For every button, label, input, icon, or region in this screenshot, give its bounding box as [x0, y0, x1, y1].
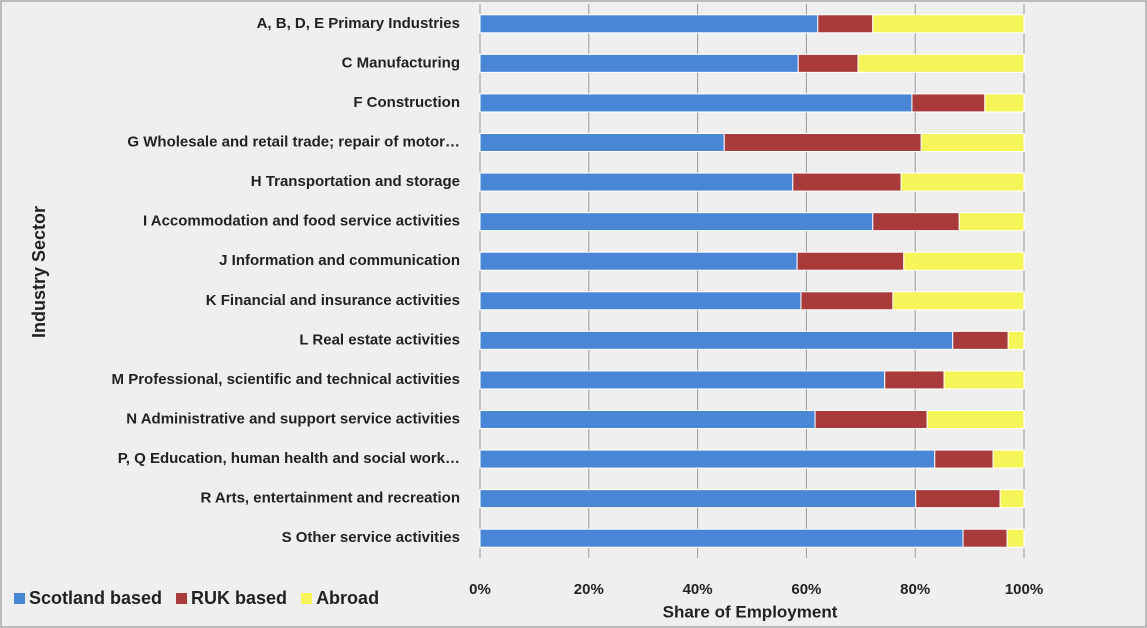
bar-segment: [792, 172, 902, 192]
bar-segment: [984, 93, 1025, 113]
bar-segment: [723, 133, 922, 152]
bar-segment: [479, 53, 799, 73]
bar-segment: [479, 370, 886, 390]
bar-segment: [999, 489, 1025, 509]
legend-swatch: [14, 593, 25, 604]
bar-segment: [479, 449, 936, 469]
x-tick-label: 40%: [683, 581, 713, 598]
bar-segment: [911, 93, 986, 113]
y-tick-label: C Manufacturing: [342, 54, 460, 71]
bar-segment: [900, 172, 1025, 192]
bar-segment: [920, 133, 1025, 152]
bar-segment: [915, 489, 1001, 509]
bar-segment: [479, 133, 725, 152]
bar-segment: [952, 330, 1009, 350]
y-tick-label: R Arts, entertainment and recreation: [200, 490, 460, 507]
bar-segment: [992, 449, 1025, 469]
y-tick-label: L Real estate activities: [299, 331, 460, 348]
y-tick-label: G Wholesale and retail trade; repair of …: [127, 133, 460, 150]
bar-segment: [934, 449, 994, 469]
y-tick-label: N Administrative and support service act…: [126, 410, 460, 427]
bar-segment: [926, 410, 1025, 429]
x-tick-label: 100%: [1005, 581, 1043, 598]
bar-segment: [796, 251, 905, 271]
x-tick-label: 80%: [900, 581, 930, 598]
bar-segment: [479, 251, 798, 271]
bar-segment: [1006, 528, 1025, 548]
legend-label: Scotland based: [29, 588, 162, 608]
y-tick-label: P, Q Education, human health and social …: [118, 450, 460, 467]
bar-segment: [943, 370, 1025, 390]
x-tick-label: 20%: [574, 581, 604, 598]
y-tick-label: J Information and communication: [219, 252, 460, 269]
bar-segment: [479, 410, 816, 429]
bar-segment: [892, 291, 1025, 311]
bar-segment: [958, 212, 1025, 232]
bar-segment: [479, 330, 954, 350]
bar-segment: [872, 212, 960, 232]
bar-segment: [479, 291, 802, 311]
legend-swatch: [301, 593, 313, 604]
legend-swatch: [176, 593, 188, 604]
bar-segment: [479, 528, 964, 548]
bar-segment: [800, 291, 894, 311]
bar-segment: [479, 172, 794, 192]
bar-segment: [797, 53, 859, 73]
y-tick-label: S Other service activities: [282, 529, 460, 546]
bar-segment: [1007, 330, 1025, 350]
bar-segment: [479, 93, 913, 113]
x-tick-label: 60%: [791, 581, 821, 598]
bar-segment: [903, 251, 1025, 271]
bar-segment: [814, 410, 928, 429]
bar-segment: [857, 53, 1025, 73]
bar-segment: [479, 212, 874, 232]
bar-segment: [817, 14, 874, 34]
bar-segment: [872, 14, 1025, 34]
y-axis-label: Industry Sector: [29, 206, 49, 338]
bar-segment: [479, 489, 917, 509]
bar-segment: [884, 370, 945, 390]
bar-segment: [962, 528, 1008, 548]
y-tick-label: M Professional, scientific and technical…: [112, 371, 460, 388]
y-tick-label: A, B, D, E Primary Industries: [257, 15, 460, 32]
bar-segment: [479, 14, 819, 34]
legend-label: Abroad: [316, 588, 379, 608]
y-tick-label: F Construction: [353, 94, 460, 111]
y-tick-label: K Financial and insurance activities: [206, 292, 460, 309]
x-tick-label: 0%: [469, 581, 491, 598]
y-tick-label: H Transportation and storage: [251, 173, 460, 190]
legend-label: RUK based: [191, 588, 287, 608]
x-axis-label: Share of Employment: [663, 602, 838, 621]
y-tick-label: I Accommodation and food service activit…: [143, 213, 460, 230]
